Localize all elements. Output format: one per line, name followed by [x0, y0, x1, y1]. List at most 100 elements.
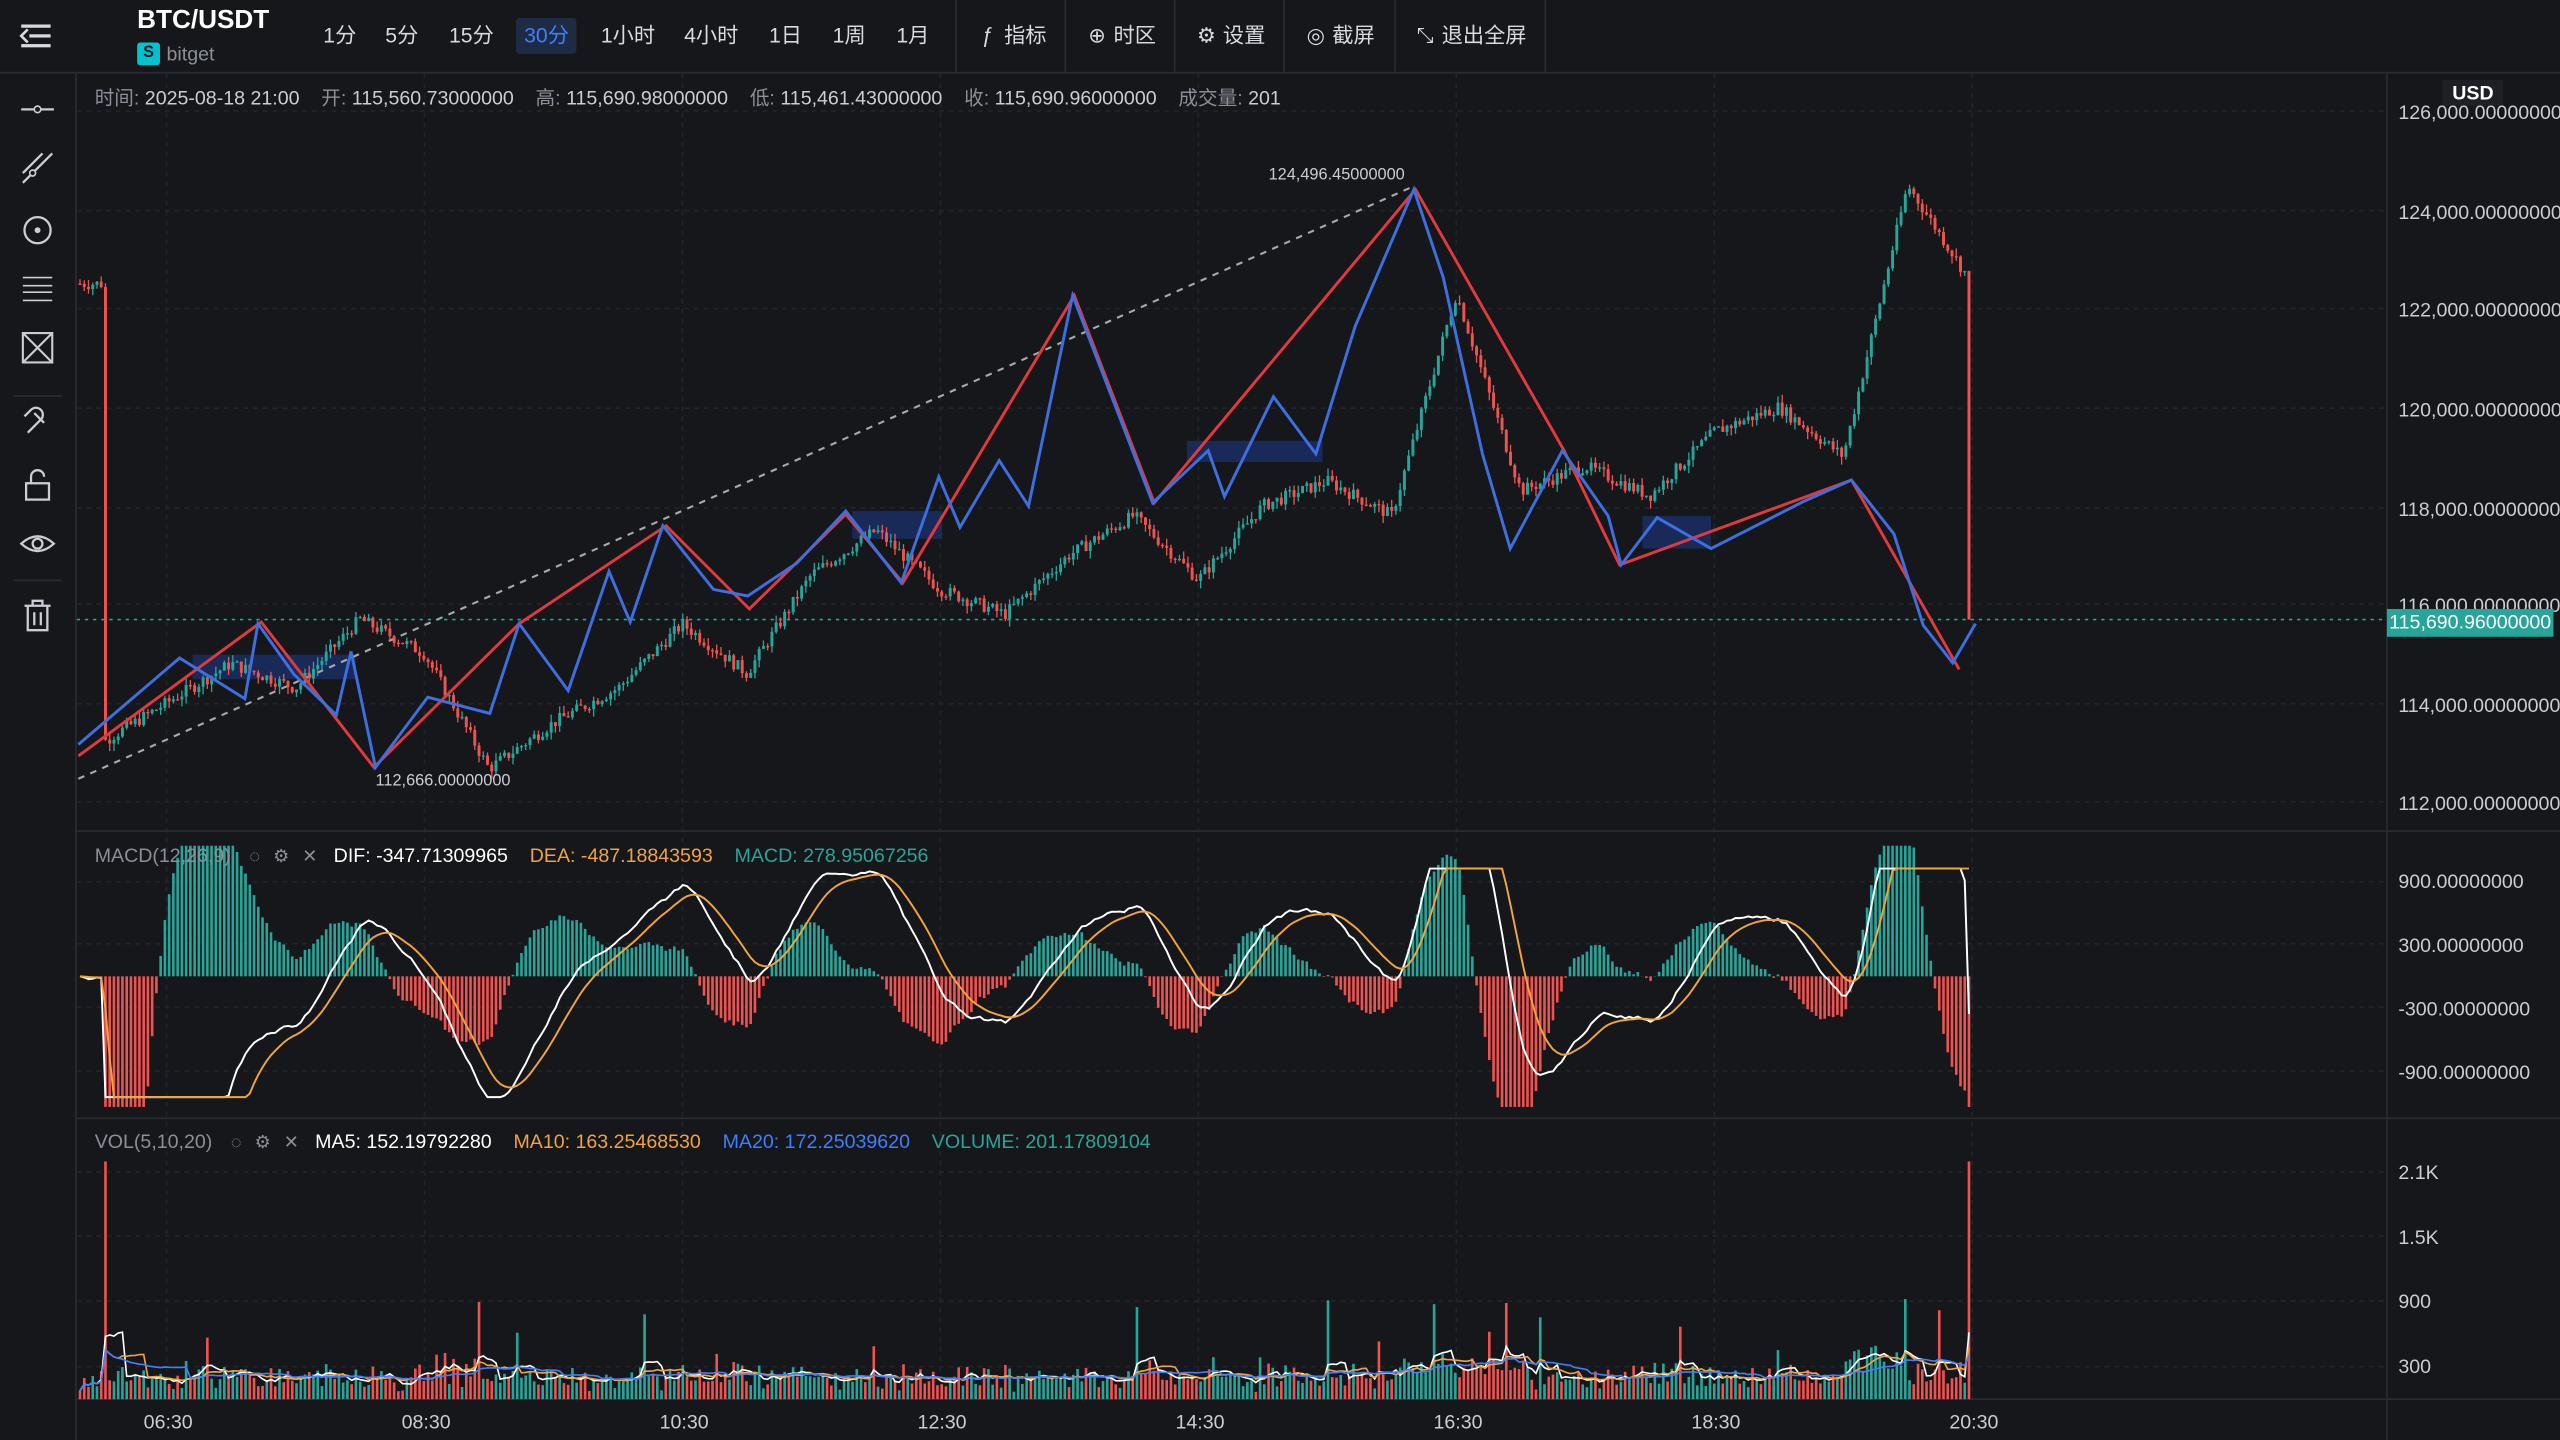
- volume-bar: [486, 1378, 489, 1400]
- macd-bar: [897, 976, 901, 1012]
- macd-bar: [728, 976, 731, 1021]
- settings-button[interactable]: ⚙ 设置: [1193, 18, 1265, 54]
- macd-bar: [779, 949, 782, 977]
- price-chart[interactable]: [76, 73, 2560, 1440]
- timeframe-1d[interactable]: 1日: [768, 22, 803, 48]
- macd-bar: [868, 968, 871, 977]
- timeframe-1w[interactable]: 1周: [832, 22, 866, 48]
- trend-line-tool-icon[interactable]: [18, 149, 57, 188]
- volume-bar: [668, 1369, 672, 1400]
- volume-bar: [464, 1364, 468, 1400]
- unlock-icon[interactable]: [18, 465, 57, 504]
- candle-body: [1899, 212, 1903, 225]
- menu-icon[interactable]: [16, 20, 55, 53]
- macd-bar: [1318, 973, 1321, 977]
- macd-bar: [723, 976, 727, 1023]
- hide-eye-icon[interactable]: ◌: [230, 1133, 242, 1153]
- macd-bar: [940, 976, 944, 1045]
- macd-bar: [558, 915, 561, 977]
- volume-bar: [180, 1387, 184, 1400]
- candle-body: [1835, 447, 1839, 450]
- volume-bar: [320, 1386, 324, 1400]
- candle-body: [333, 644, 337, 647]
- symbol-title: BTC/USDT: [137, 6, 270, 35]
- volume-bar: [575, 1382, 578, 1400]
- candle-body: [732, 655, 736, 670]
- timeframe-30m[interactable]: 30分: [515, 17, 578, 54]
- macd-bar: [532, 930, 536, 977]
- time-value: 2025-08-18 21:00: [144, 86, 300, 110]
- candle-body: [103, 287, 107, 740]
- macd-bar: [1572, 958, 1576, 977]
- macd-bar: [694, 974, 697, 977]
- hide-eye-icon[interactable]: ◌: [249, 847, 261, 867]
- pattern-tool-icon[interactable]: [18, 328, 57, 367]
- timeframe-1m[interactable]: 1分: [323, 22, 357, 48]
- indicators-button[interactable]: ƒ 指标: [975, 18, 1047, 54]
- fibonacci-tool-icon[interactable]: [18, 269, 57, 308]
- volume-bar: [1263, 1384, 1266, 1400]
- volume-bar: [1908, 1380, 1911, 1400]
- macd-bar: [1729, 945, 1733, 977]
- macd-bar: [1517, 976, 1521, 1107]
- screenshot-button[interactable]: ◎ 截屏: [1303, 18, 1375, 54]
- trash-icon[interactable]: [18, 596, 57, 635]
- candle-body: [142, 712, 146, 725]
- volume-bar: [1097, 1387, 1101, 1400]
- macd-bar: [337, 922, 341, 977]
- candle-body: [1865, 357, 1869, 379]
- eye-icon[interactable]: [18, 524, 57, 563]
- candle-body: [1653, 490, 1657, 501]
- candle-body: [1250, 519, 1254, 524]
- magnet-icon[interactable]: [18, 403, 57, 442]
- macd-bar: [354, 922, 358, 977]
- gear-icon[interactable]: ⚙: [273, 847, 290, 867]
- timeframe-15m[interactable]: 15分: [448, 22, 494, 48]
- candle-body: [350, 633, 354, 635]
- exit-fullscreen-button[interactable]: ⤡ 退出全屏: [1412, 18, 1527, 54]
- volume-bar: [978, 1385, 982, 1400]
- macd-bar: [1611, 961, 1614, 977]
- timeframe-5m[interactable]: 5分: [385, 22, 419, 48]
- macd-bar: [1330, 976, 1334, 978]
- candle-body: [1084, 541, 1088, 552]
- volume-bar: [1819, 1383, 1822, 1400]
- macd-bar: [1504, 976, 1508, 1107]
- macd-bar: [1487, 976, 1491, 1061]
- close-icon[interactable]: ✕: [283, 1133, 299, 1153]
- candle-body: [354, 617, 358, 634]
- macd-bar: [464, 976, 468, 1042]
- macd-bar: [142, 976, 145, 1107]
- candle-body: [1695, 446, 1699, 448]
- volume-legend: VOL(5,10,20) ◌ ⚙ ✕ MA5: 152.19792280 MA10:…: [95, 1130, 1151, 1153]
- volume-bar: [558, 1374, 561, 1400]
- volume-bar: [1437, 1363, 1440, 1400]
- timezone-button[interactable]: ⊕ 时区: [1084, 18, 1156, 54]
- close-icon[interactable]: ✕: [302, 847, 318, 867]
- volume-bar: [1161, 1379, 1164, 1400]
- candle-body: [1216, 558, 1220, 560]
- candle-body: [1759, 413, 1763, 416]
- macd-bar: [1258, 928, 1262, 977]
- exit-fullscreen-label: 退出全屏: [1441, 22, 1527, 48]
- horizontal-line-tool-icon[interactable]: [18, 90, 57, 129]
- volume-bar: [1279, 1381, 1283, 1400]
- timeframe-4h[interactable]: 4小时: [684, 22, 739, 48]
- gear-icon[interactable]: ⚙: [254, 1133, 271, 1153]
- circle-tool-icon[interactable]: [18, 211, 57, 250]
- volume-bar: [1292, 1367, 1296, 1400]
- candle-body: [1606, 469, 1610, 481]
- macd-bar: [1861, 929, 1865, 977]
- candle-body: [154, 709, 158, 712]
- macd-bar: [715, 976, 719, 1016]
- volume-bar: [1797, 1380, 1801, 1400]
- macd-bar: [872, 971, 876, 977]
- volume-bar: [1492, 1358, 1495, 1400]
- candle-body: [1020, 597, 1024, 599]
- timeframe-1mo[interactable]: 1月: [896, 22, 930, 48]
- candle-body: [392, 636, 396, 643]
- candle-body: [1623, 481, 1627, 491]
- candle-body: [375, 627, 379, 632]
- currency-button[interactable]: USD: [2442, 79, 2504, 107]
- timeframe-1h[interactable]: 1小时: [600, 22, 656, 48]
